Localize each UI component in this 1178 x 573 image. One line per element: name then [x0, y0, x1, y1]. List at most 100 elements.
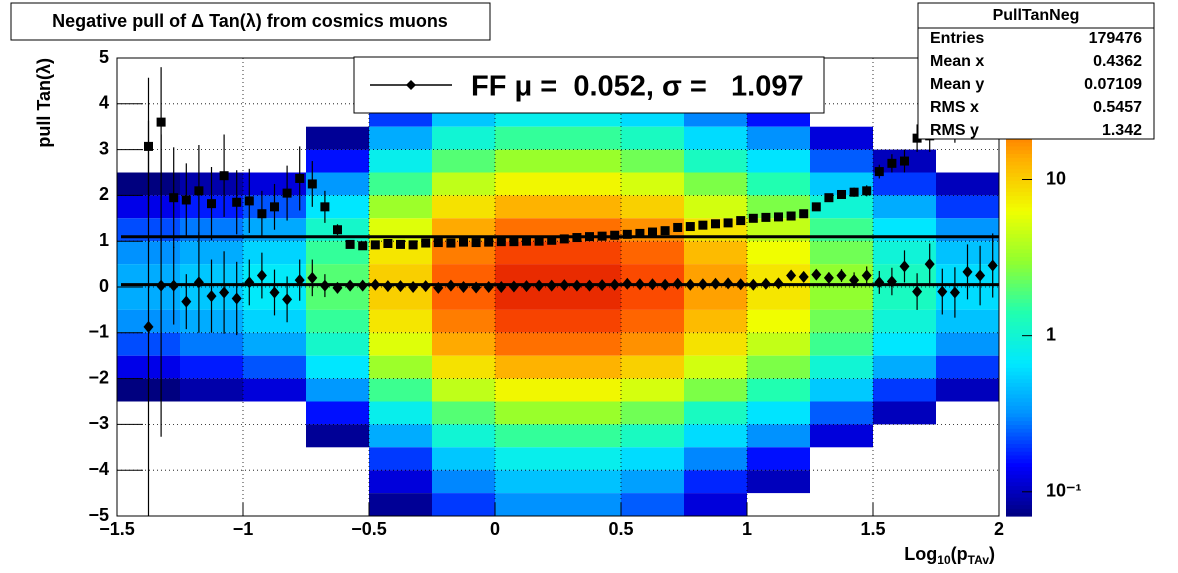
heat-cell: [747, 355, 810, 379]
point: [609, 278, 620, 291]
color-bar-step: [1006, 180, 1032, 185]
z-tick-label: 10⁻¹: [1046, 481, 1082, 501]
heat-cell: [306, 309, 369, 333]
color-bar-step: [1006, 363, 1032, 368]
heat-cell: [873, 378, 936, 402]
heat-cell: [306, 195, 369, 219]
point: [509, 237, 519, 247]
heat-cell: [810, 447, 873, 470]
heat-cell: [873, 309, 936, 333]
color-bar-step: [1006, 138, 1032, 143]
heat-cell: [558, 195, 621, 219]
point: [798, 270, 809, 283]
color-bar-step: [1006, 245, 1032, 250]
color-bar-step: [1006, 470, 1032, 475]
legend-marker: [406, 80, 416, 90]
heat-cell: [180, 402, 243, 425]
heat-cell: [936, 470, 999, 493]
point: [660, 278, 671, 291]
heat-cell: [747, 332, 810, 356]
color-bar-step: [1006, 359, 1032, 364]
heat-cell: [684, 126, 747, 150]
point: [370, 240, 380, 250]
point: [634, 278, 645, 291]
heat-cell: [873, 332, 936, 356]
point: [924, 258, 935, 271]
heat-cell: [306, 470, 369, 493]
heat-cell: [180, 493, 243, 516]
color-bar-step: [1006, 351, 1032, 357]
heat-cell: [684, 309, 747, 333]
color-bar-step: [1006, 290, 1032, 296]
color-bar-step: [1006, 474, 1032, 479]
point: [459, 237, 468, 247]
heat-cell: [621, 149, 684, 173]
color-bar-step: [1006, 267, 1032, 273]
point: [571, 279, 582, 292]
heat-cell: [306, 401, 369, 425]
heat-cell: [747, 493, 810, 516]
color-bar-step: [1006, 344, 1032, 349]
heat-cell: [432, 424, 495, 448]
x-tick-label: −0.5: [351, 519, 387, 539]
heat-cell: [495, 309, 558, 333]
heat-cell: [810, 241, 873, 265]
color-bar-step: [1006, 161, 1032, 166]
heat-cell: [621, 332, 684, 356]
heat-cell: [558, 126, 621, 150]
heat-cell: [432, 355, 495, 379]
color-bar-step: [1006, 294, 1032, 300]
heat-cell: [369, 447, 432, 471]
heat-cell: [243, 493, 306, 516]
heat-cell: [810, 378, 873, 402]
heat-cell: [936, 447, 999, 470]
stats-value: 179476: [1089, 30, 1142, 47]
heat-cell: [558, 378, 621, 402]
point: [169, 193, 179, 203]
heat-cell: [432, 126, 495, 150]
point: [697, 278, 708, 291]
point: [748, 213, 758, 223]
point: [534, 279, 545, 292]
color-bar-step: [1006, 386, 1032, 391]
point: [521, 280, 532, 293]
point: [433, 281, 444, 294]
y-tick-label: −2: [88, 367, 109, 387]
point: [647, 278, 658, 291]
heat-cell: [684, 493, 747, 516]
x-tick-label: 1: [742, 519, 752, 539]
point: [698, 220, 708, 230]
heat-cell: [180, 81, 243, 104]
point: [673, 222, 683, 232]
x-tick-label: −1.5: [99, 519, 135, 539]
heat-cell: [306, 149, 369, 173]
heat-cell: [180, 424, 243, 447]
point: [559, 279, 570, 292]
color-bar-step: [1006, 458, 1032, 464]
point: [319, 279, 330, 292]
color-bar-step: [1006, 504, 1032, 509]
heat-cell: [621, 309, 684, 333]
heat-cell: [243, 150, 306, 173]
point: [799, 209, 809, 219]
heat-cell: [747, 264, 810, 287]
heat-cell: [558, 401, 621, 425]
heat-cell: [873, 447, 936, 470]
heat-cell: [810, 470, 873, 493]
heat-cell: [684, 149, 747, 173]
heat-cell: [873, 470, 936, 493]
point: [231, 292, 242, 305]
y-tick-label: −3: [88, 413, 109, 433]
color-bar-step: [1006, 420, 1032, 425]
heat-cell: [369, 195, 432, 219]
title-box: [10, 2, 491, 41]
heat-cell: [306, 287, 369, 310]
point: [660, 226, 670, 236]
heat-cell: [495, 264, 558, 287]
heat-cell: [180, 127, 243, 150]
y-tick-label: −5: [88, 505, 109, 525]
heat-cell: [936, 378, 999, 402]
point: [597, 231, 607, 241]
heat-cell: [495, 126, 558, 150]
x-tick-label: 0.5: [608, 519, 633, 539]
